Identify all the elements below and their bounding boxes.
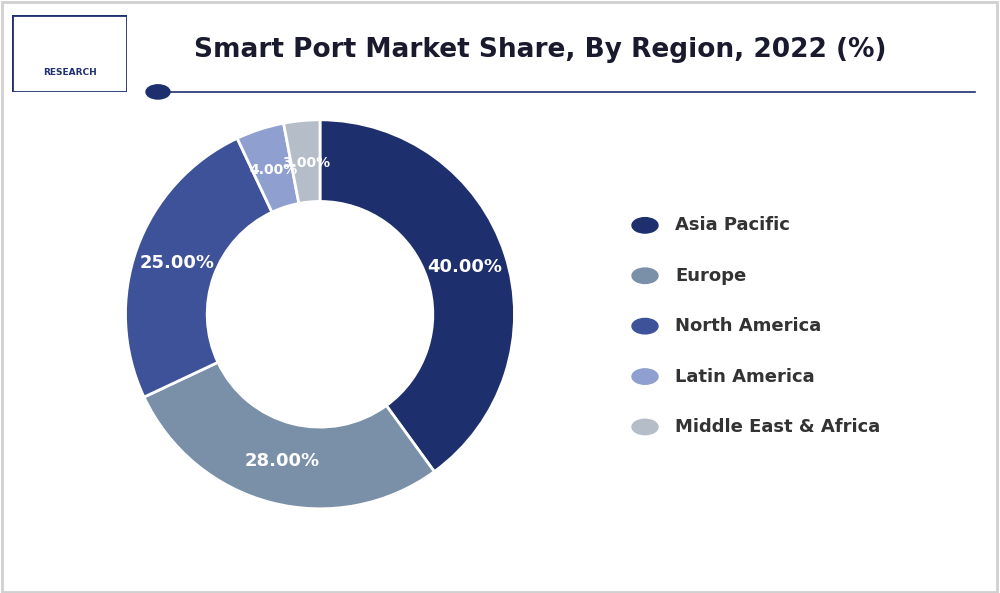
Text: 4.00%: 4.00% bbox=[249, 163, 297, 177]
Text: 3.00%: 3.00% bbox=[282, 156, 330, 170]
Text: Smart Port Market Share, By Region, 2022 (%): Smart Port Market Share, By Region, 2022… bbox=[194, 37, 886, 63]
Text: 40.00%: 40.00% bbox=[427, 259, 502, 276]
Text: Europe: Europe bbox=[675, 267, 746, 285]
Wedge shape bbox=[144, 362, 434, 509]
Text: Middle East & Africa: Middle East & Africa bbox=[675, 418, 880, 436]
Wedge shape bbox=[126, 138, 272, 397]
Text: 28.00%: 28.00% bbox=[245, 452, 320, 470]
Text: Asia Pacific: Asia Pacific bbox=[675, 216, 790, 234]
Text: 25.00%: 25.00% bbox=[140, 254, 215, 272]
FancyBboxPatch shape bbox=[17, 56, 122, 89]
Text: PRECEDENCE: PRECEDENCE bbox=[36, 31, 103, 40]
Wedge shape bbox=[237, 123, 299, 212]
Wedge shape bbox=[320, 120, 515, 471]
Wedge shape bbox=[284, 120, 320, 203]
Text: RESEARCH: RESEARCH bbox=[43, 68, 96, 77]
Text: North America: North America bbox=[675, 317, 821, 335]
Text: Latin America: Latin America bbox=[675, 368, 815, 385]
